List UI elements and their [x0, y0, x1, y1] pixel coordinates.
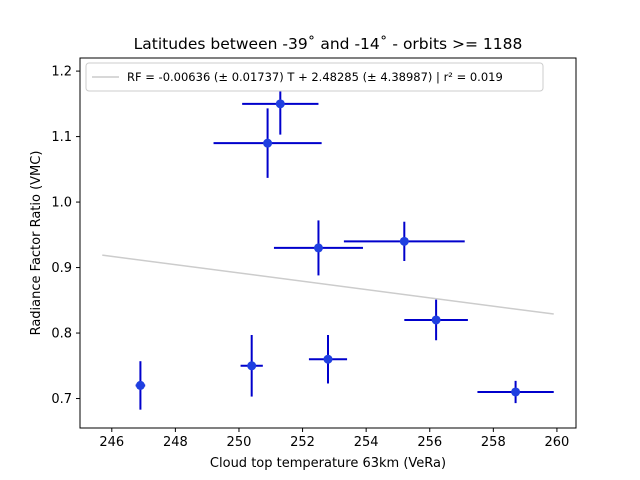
x-tick-label: 246 — [99, 435, 124, 450]
data-point-group — [404, 299, 468, 341]
data-point — [431, 315, 441, 325]
x-axis: 246 248 250 252 254 256 258 260 — [99, 428, 569, 450]
x-tick-label: 248 — [163, 435, 188, 450]
data-point — [399, 236, 409, 246]
data-point — [135, 380, 145, 390]
data-point-group — [477, 380, 554, 404]
x-tick-label: 252 — [290, 435, 315, 450]
y-tick-label: 0.9 — [51, 261, 72, 276]
y-tick-label: 1.0 — [51, 196, 72, 211]
data-point — [263, 138, 273, 148]
legend-fit-label: RF = -0.00636 (± 0.01737) T + 2.48285 (±… — [127, 70, 503, 84]
x-tick-label: 260 — [545, 435, 570, 450]
data-point-group — [343, 221, 465, 262]
y-axis-label: Radiance Factor Ratio (VMC) — [29, 151, 44, 336]
data-point — [275, 99, 285, 109]
x-tick-label: 254 — [354, 435, 379, 450]
data-layer — [102, 73, 554, 410]
y-tick-label: 0.7 — [51, 392, 72, 407]
data-point-group — [308, 335, 348, 384]
fit-line — [102, 254, 554, 315]
x-tick-label: 258 — [481, 435, 506, 450]
legend-box — [85, 62, 544, 92]
chart-title: Latitudes between -39˚ and -14˚ - orbits… — [134, 35, 523, 53]
plot-frame — [79, 57, 577, 429]
y-tick-label: 0.8 — [51, 327, 72, 342]
legend: RF = -0.00636 (± 0.01737) T + 2.48285 (±… — [85, 62, 544, 92]
y-tick-label: 1.2 — [51, 65, 72, 80]
data-point — [247, 361, 257, 371]
data-point-group — [213, 108, 322, 178]
x-axis-label: Cloud top temperature 63km (VeRa) — [210, 456, 446, 471]
data-point — [511, 387, 521, 397]
y-axis: 0.7 0.8 0.9 1.0 1.1 1.2 — [51, 65, 80, 407]
x-tick-label: 256 — [417, 435, 442, 450]
data-point — [313, 243, 323, 253]
y-tick-label: 1.1 — [51, 130, 72, 145]
data-point-group — [135, 361, 146, 410]
data-point-group — [240, 335, 263, 397]
x-tick-label: 250 — [227, 435, 252, 450]
data-point — [323, 354, 333, 364]
data-point-group — [273, 220, 363, 276]
